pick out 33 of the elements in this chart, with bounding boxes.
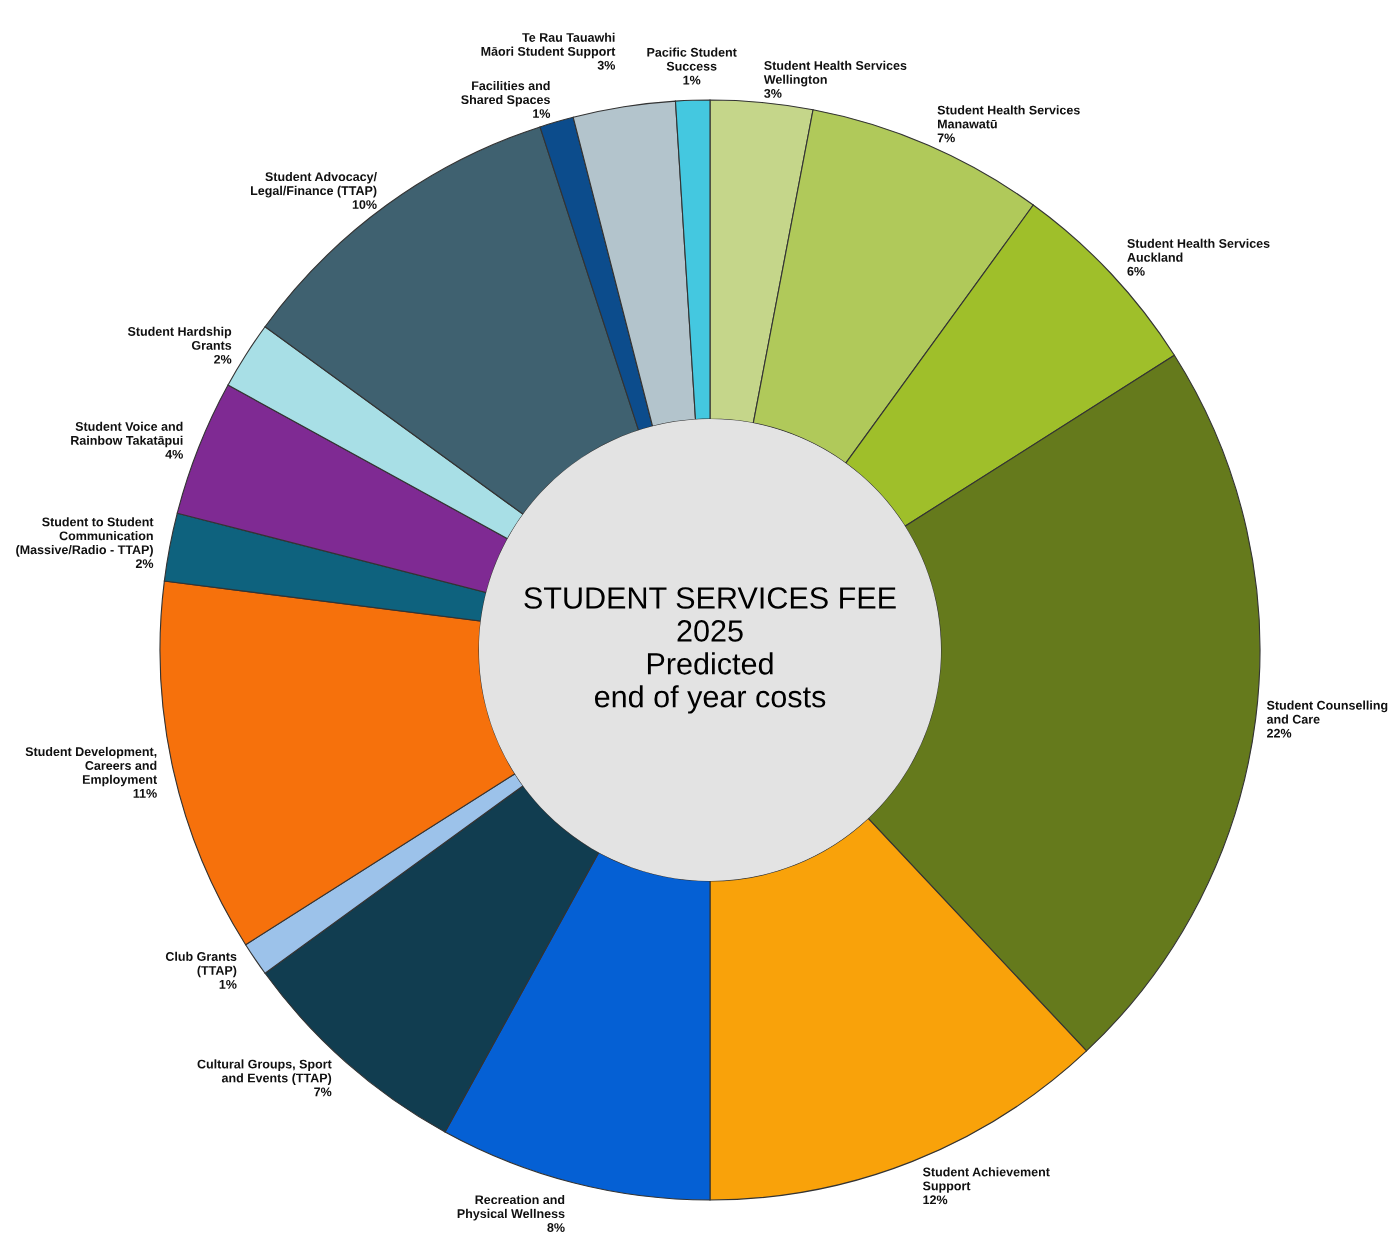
slice-label: Pacific Student Success: [647, 47, 737, 71]
data-label: 6%: [1127, 266, 1145, 276]
data-label: 1%: [219, 979, 237, 989]
data-label: 12%: [923, 1195, 948, 1205]
slice-label: Te Rau Tauawhi Māori Student Support: [481, 32, 616, 59]
slice-label: Student Health Services Wellington: [763, 60, 907, 87]
data-label: 22%: [1267, 728, 1292, 738]
slice-label: Student to Student Communication (Massive/Radio - TTAP): [16, 517, 154, 557]
slice-label: Club Grants (TTAP): [165, 951, 237, 978]
data-label: 11%: [133, 788, 157, 798]
slice-label: Student Health Services Manawatū: [937, 105, 1080, 129]
text: STUDENT SERVICES FEE 2025 Predicted end of year costs: [524, 587, 896, 714]
slice-label: Facilities and Shared Spaces: [461, 80, 550, 107]
slice-label: Student Advocacy/ Legal/Finance (TTAP): [251, 171, 377, 198]
slice-label: Student Hardship Grants: [127, 326, 232, 350]
slice-label: Cultural Groups, Sport and Events (TTAP): [197, 1059, 332, 1085]
data-label: 3%: [764, 88, 782, 98]
data-label: 7%: [937, 133, 955, 143]
data-label: 2%: [135, 559, 154, 569]
data-label: 7%: [314, 1087, 332, 1097]
data-label: 4%: [165, 449, 183, 459]
data-label: 10%: [352, 200, 377, 209]
slice-label: Student Development, Careers and Employment: [25, 746, 157, 787]
data-label: 2%: [214, 354, 232, 364]
data-label: 1%: [683, 75, 701, 85]
slice-label: Student Health Services Auckland: [1127, 238, 1270, 262]
data-label: 3%: [597, 60, 616, 70]
slice-label: Recreation and Physical Wellness: [457, 1194, 565, 1221]
slice-label: Student Achievement Support: [922, 1167, 1050, 1193]
slice-label: Student Counselling and Care: [1266, 700, 1388, 724]
data-label: 1%: [533, 109, 551, 118]
slice-label: Student Voice and Rainbow Takatāpui: [71, 421, 183, 448]
data-label: 8%: [547, 1223, 565, 1232]
